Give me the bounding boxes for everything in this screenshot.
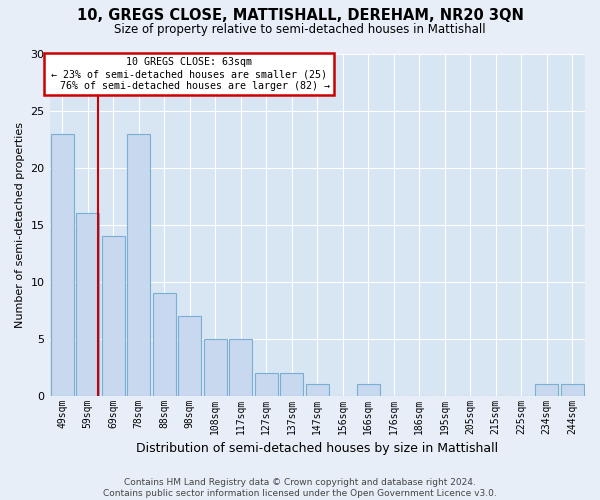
Bar <box>561 384 584 396</box>
Bar <box>153 293 176 396</box>
Bar <box>178 316 201 396</box>
Bar <box>306 384 329 396</box>
Text: 10, GREGS CLOSE, MATTISHALL, DEREHAM, NR20 3QN: 10, GREGS CLOSE, MATTISHALL, DEREHAM, NR… <box>77 8 523 22</box>
Bar <box>102 236 125 396</box>
Bar <box>127 134 150 396</box>
Bar <box>51 134 74 396</box>
Text: Contains HM Land Registry data © Crown copyright and database right 2024.
Contai: Contains HM Land Registry data © Crown c… <box>103 478 497 498</box>
Bar <box>280 373 303 396</box>
Bar <box>535 384 558 396</box>
Text: 10 GREGS CLOSE: 63sqm  
← 23% of semi-detached houses are smaller (25)
  76% of : 10 GREGS CLOSE: 63sqm ← 23% of semi-deta… <box>48 58 330 90</box>
Bar <box>357 384 380 396</box>
Y-axis label: Number of semi-detached properties: Number of semi-detached properties <box>15 122 25 328</box>
Bar <box>255 373 278 396</box>
Text: Size of property relative to semi-detached houses in Mattishall: Size of property relative to semi-detach… <box>114 22 486 36</box>
Bar <box>229 338 252 396</box>
Bar <box>76 214 99 396</box>
X-axis label: Distribution of semi-detached houses by size in Mattishall: Distribution of semi-detached houses by … <box>136 442 499 455</box>
Bar <box>204 338 227 396</box>
